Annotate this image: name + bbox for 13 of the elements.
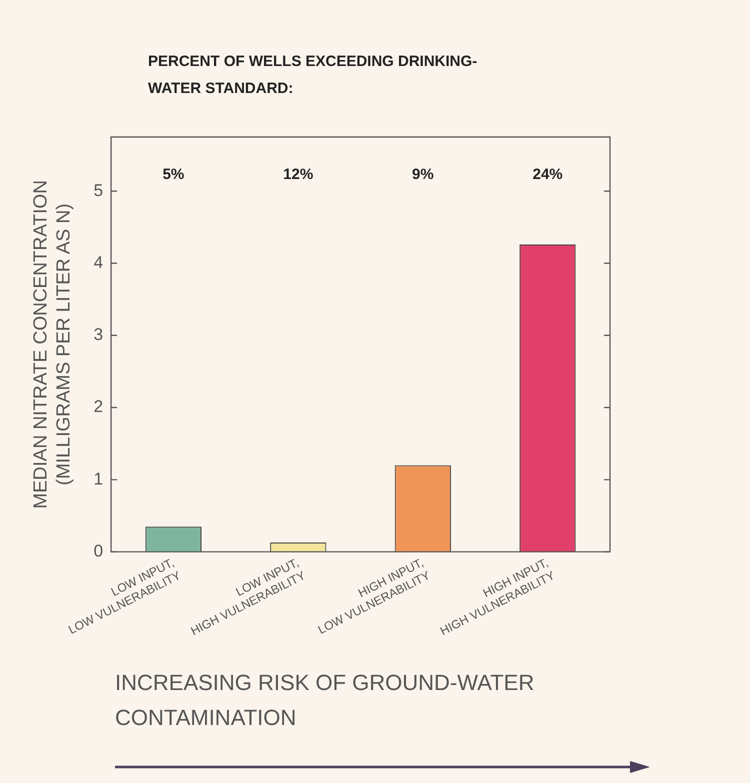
y-axis-title: MEDIAN NITRATE CONCENTRATION (MILLIGRAMS PER LITER AS N)	[30, 180, 74, 509]
annotation: 9%	[412, 166, 434, 184]
chart-title: PERCENT OF WELLS EXCEEDING DRINKING- WATER STANDARD:	[148, 53, 478, 97]
y-tick-label: 2	[94, 397, 104, 416]
annotation: 24%	[532, 166, 563, 184]
annotation: 12%	[283, 166, 314, 184]
x-axis-title: INCREASING RISK OF GROUND-WATER CONTAMINATION	[115, 670, 534, 730]
y-tick-label: 4	[94, 252, 104, 272]
annotation: 5%	[162, 166, 184, 184]
y-tick-label: 5	[94, 180, 104, 200]
y-tick-label: 0	[94, 542, 104, 561]
y-tick-label: 1	[94, 469, 104, 488]
y-tick-label: 3	[94, 325, 104, 344]
